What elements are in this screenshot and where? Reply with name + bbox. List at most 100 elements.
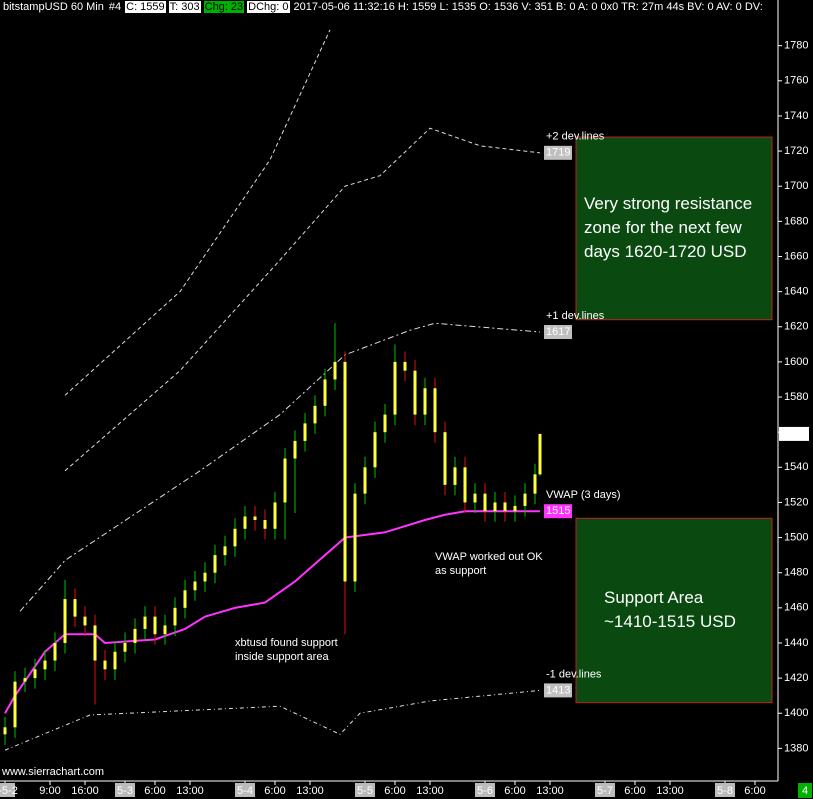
- x-tick-label: 16:00: [71, 785, 99, 797]
- x-tick-label: 6:00: [384, 785, 405, 797]
- candle-body: [213, 555, 217, 573]
- header-item: #4: [108, 1, 122, 13]
- corner-label: 4: [802, 785, 808, 797]
- y-tick-label: 1520: [784, 496, 808, 508]
- x-tick-label: 6:00: [144, 785, 165, 797]
- corner-box: [798, 783, 812, 798]
- y-tick-label: 1720: [784, 145, 808, 157]
- y-tick-label: 1540: [784, 461, 808, 473]
- candle-body: [53, 642, 57, 661]
- header: bitstampUSD 60 Min #4 C: 1559 T: 303 Chg: 23…: [2, 1, 777, 13]
- candle-body: [523, 493, 527, 506]
- candle-body: [433, 388, 437, 433]
- watermark: www.sierrachart.com: [1, 766, 104, 778]
- candle-body: [313, 405, 317, 424]
- line-name: +1 dev.lines: [546, 310, 605, 322]
- x-tick-box: [595, 783, 615, 797]
- x-tick-box: [355, 783, 375, 797]
- line-name: VWAP (3 days): [546, 489, 621, 501]
- y-tick-label: 1580: [784, 391, 808, 403]
- candle-body: [93, 625, 97, 661]
- y-tick-label: 1660: [784, 250, 808, 262]
- candle-body: [143, 616, 147, 629]
- candle-body: [503, 502, 507, 512]
- x-tick-label: 9:00: [39, 785, 60, 797]
- line-name: +2 dev.lines: [546, 131, 605, 143]
- x-tick-label: 5-8: [717, 785, 733, 797]
- indicator-line: [64, 29, 331, 396]
- x-tick-label: 13:00: [176, 785, 204, 797]
- annotation: VWAP worked out OK: [435, 551, 543, 563]
- y-tick-label: 1780: [784, 40, 808, 52]
- candle-body: [103, 660, 107, 670]
- candle-body: [443, 432, 447, 485]
- x-tick-label: 5-4: [237, 785, 253, 797]
- x-tick-label: 5-3: [117, 785, 133, 797]
- candle-body: [253, 516, 257, 520]
- zone-text: Very strong resistance: [584, 194, 752, 213]
- x-tick-label: 13:00: [536, 785, 564, 797]
- y-tick-label: 1480: [784, 567, 808, 579]
- y-tick-label: 1380: [784, 742, 808, 754]
- x-tick-label: 13:00: [656, 785, 684, 797]
- x-tick-label: 13:00: [416, 785, 444, 797]
- header-item: DChg: 0: [247, 1, 290, 13]
- candle-body: [223, 546, 227, 556]
- y-tick-label: 1400: [784, 707, 808, 719]
- candle-body: [113, 651, 117, 670]
- candle-body: [363, 467, 367, 494]
- candle-body: [273, 502, 277, 529]
- x-tick-box: [475, 783, 495, 797]
- candle-body: [453, 467, 457, 485]
- header-item: 2017-05-06 11:32:16 H: 1559 L: 1535 O: 1…: [293, 1, 763, 13]
- candle-body: [343, 361, 347, 582]
- line-label: 1617: [546, 326, 570, 338]
- y-tick-label: 1440: [784, 637, 808, 649]
- candle-body: [173, 607, 177, 626]
- candle-body: [538, 433, 542, 475]
- candle-body: [353, 493, 357, 582]
- indicator-line: [64, 127, 541, 472]
- candle-body: [203, 572, 207, 582]
- y-tick-label: 1700: [784, 180, 808, 192]
- candle-body: [233, 528, 237, 547]
- x-tick-label: 5-5: [357, 785, 373, 797]
- header-item: Chg: 23: [203, 1, 245, 13]
- zone: [575, 517, 773, 704]
- candle-body: [153, 616, 157, 635]
- candle-body: [193, 581, 197, 591]
- y-tick-label: 1500: [784, 531, 808, 543]
- candle-body: [243, 516, 247, 529]
- candle-body: [3, 727, 7, 735]
- x-tick-label: 7-5-2: [0, 785, 18, 797]
- y-tick-label: 1420: [784, 672, 808, 684]
- candle-body: [73, 599, 77, 617]
- candle-body: [283, 458, 287, 503]
- candle-body: [393, 361, 397, 415]
- zone-text: days 1620-1720 USD: [584, 242, 747, 261]
- candle-body: [323, 379, 327, 406]
- x-tick-label: 6:00: [264, 785, 285, 797]
- line-label: 1413: [546, 684, 570, 696]
- candle-body: [263, 520, 267, 529]
- candle-body: [383, 414, 387, 433]
- candle-body: [33, 669, 37, 679]
- candle-body: [483, 493, 487, 512]
- line-label-box: [544, 145, 572, 160]
- candle-body: [303, 423, 307, 441]
- candle-body: [403, 361, 407, 371]
- annotation: xbtusd found support: [235, 637, 338, 649]
- y-tick-label: 1460: [784, 602, 808, 614]
- line-label-box: [544, 504, 572, 519]
- zone: [575, 136, 773, 321]
- x-tick-box: [0, 783, 15, 797]
- candle-body: [293, 440, 297, 459]
- price-label: 1559: [782, 428, 806, 440]
- y-tick-label: 1600: [784, 356, 808, 368]
- x-tick-label: 5-7: [597, 785, 613, 797]
- line-label: 1719: [546, 147, 570, 159]
- candle-body: [423, 388, 427, 415]
- x-tick-label: 6:00: [504, 785, 525, 797]
